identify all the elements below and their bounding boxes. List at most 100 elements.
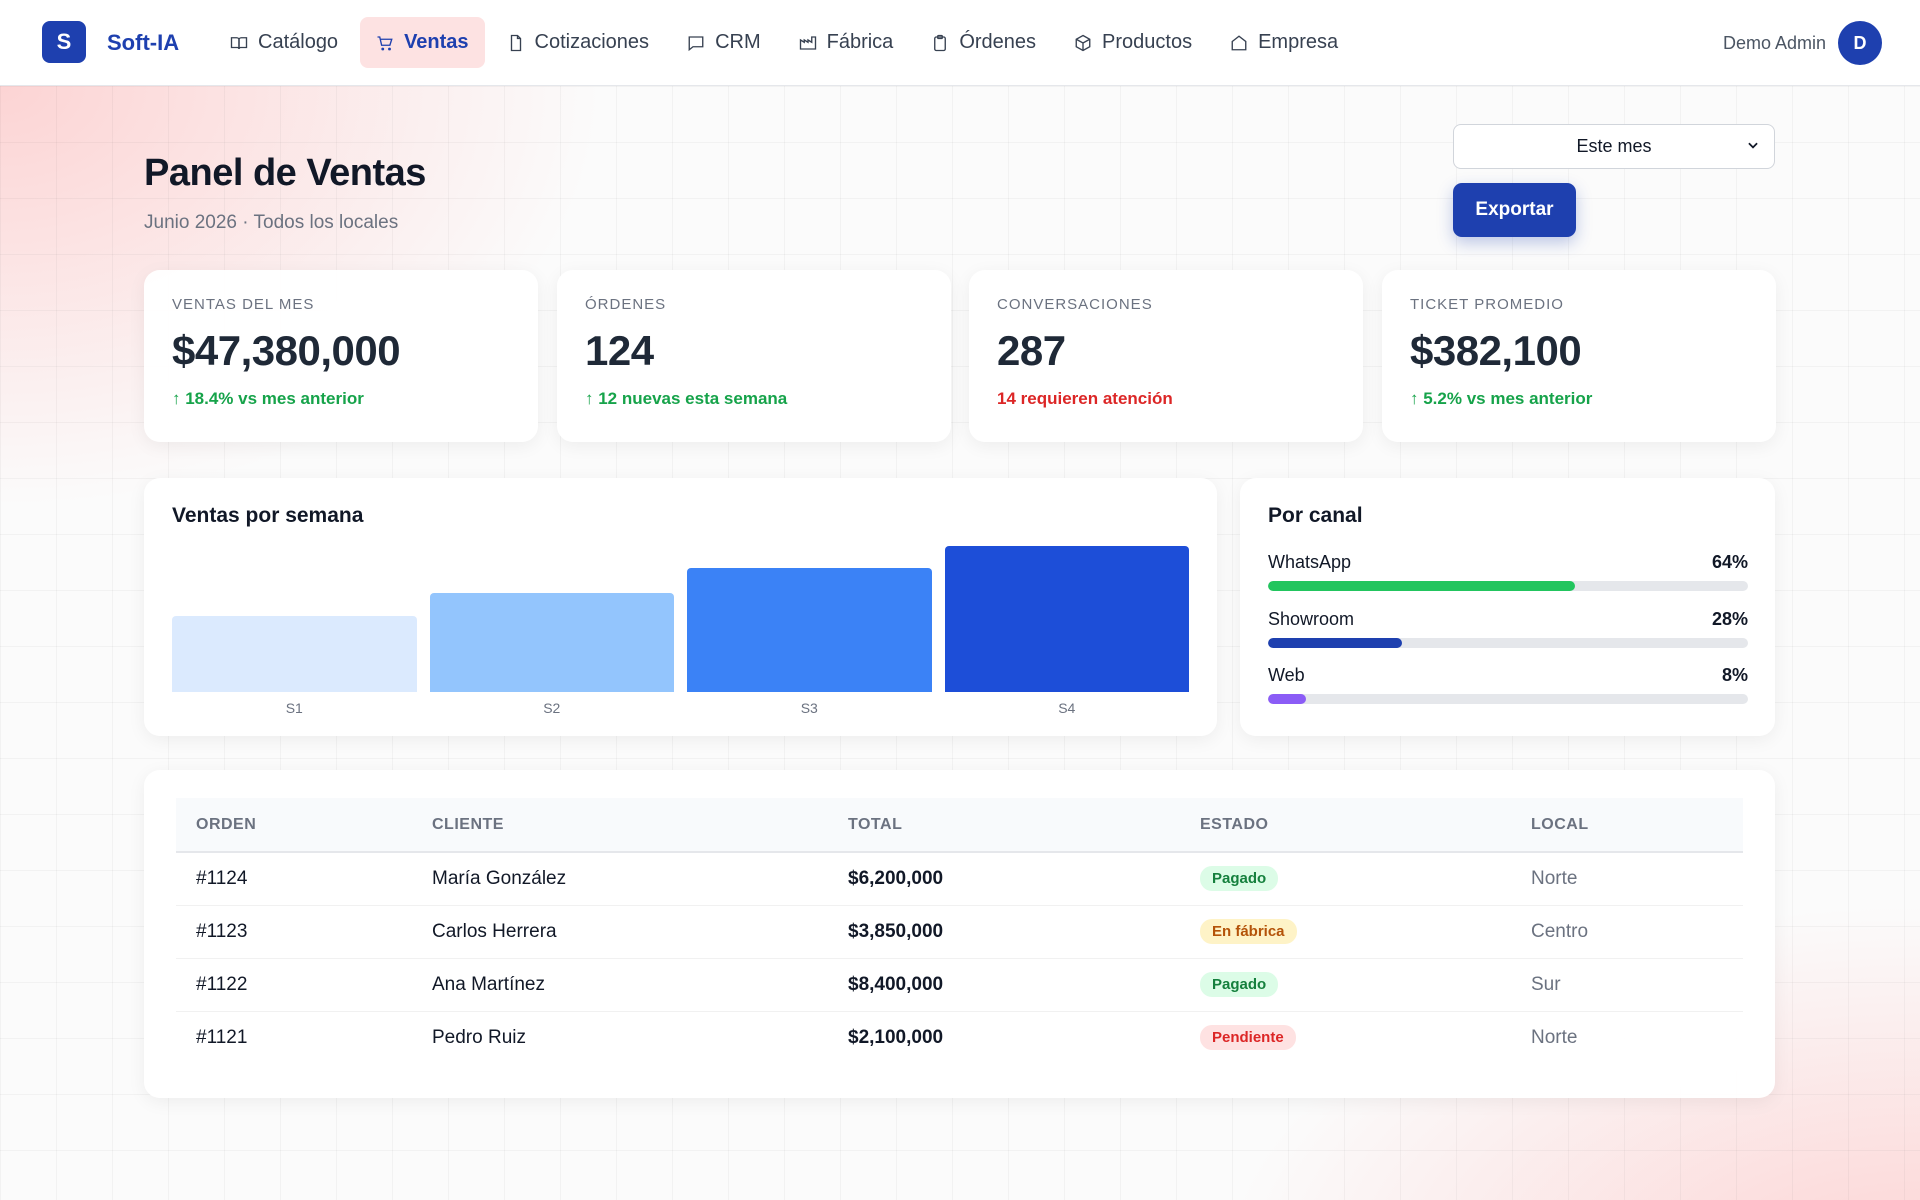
kpi-delta: ↑ 12 nuevas esta semana: [585, 389, 788, 408]
channel-row-whatsapp: WhatsApp 64%: [1268, 552, 1748, 591]
order-client: María González: [412, 852, 828, 906]
order-client: Carlos Herrera: [412, 905, 828, 959]
channel-pct: 8%: [1721, 665, 1748, 685]
brand-name[interactable]: Soft-IA: [107, 30, 180, 55]
column-header-total[interactable]: TOTAL: [828, 798, 1180, 853]
nav-label: Ventas: [404, 31, 469, 53]
channel-pct: 64%: [1711, 552, 1748, 572]
column-header-orden[interactable]: ORDEN: [176, 798, 412, 853]
kpi-value: $382,100: [1410, 327, 1582, 374]
chevron-down-icon: [1748, 142, 1758, 149]
nav-label: Fábrica: [826, 31, 894, 53]
channel-name: WhatsApp: [1268, 552, 1352, 572]
column-header-estado[interactable]: ESTADO: [1180, 798, 1511, 853]
table-row[interactable]: #1124 María González $6,200,000 Pagado N…: [176, 852, 1743, 906]
status-badge: Pagado: [1200, 866, 1279, 892]
channel-fill: [1268, 581, 1576, 591]
chart-tick-label: S2: [543, 700, 561, 716]
status-badge: Pendiente: [1200, 1025, 1296, 1051]
chart-bar-s1[interactable]: [172, 616, 417, 692]
nav-item-crm[interactable]: CRM: [671, 17, 777, 68]
nav-label: CRM: [715, 31, 761, 53]
nav-item-catalogo[interactable]: Catálogo: [214, 17, 354, 68]
channel-card: Por canal WhatsApp 64% Showroom 28% Web …: [1240, 478, 1775, 736]
period-select-value: Este mes: [1576, 136, 1652, 156]
kpi-delta: ↑ 18.4% vs mes anterior: [172, 389, 364, 408]
channel-fill: [1268, 694, 1307, 704]
nav-label: Órdenes: [959, 31, 1037, 53]
weekly-sales-card: Ventas por semana S1 S2 S3 S4: [144, 478, 1217, 736]
order-status-cell: En fábrica: [1180, 905, 1511, 959]
column-header-local[interactable]: LOCAL: [1511, 798, 1743, 853]
channel-row-showroom: Showroom 28%: [1268, 609, 1748, 648]
channel-fill: [1268, 638, 1403, 648]
order-client: Pedro Ruiz: [432, 1026, 526, 1048]
table-row[interactable]: #1121 Pedro Ruiz $2,100,000 Pendiente No…: [176, 1011, 1743, 1064]
weekly-sales-chart: S1 S2 S3 S4: [172, 546, 1189, 728]
export-button[interactable]: Exportar: [1453, 183, 1576, 237]
kpi-label: VENTAS DEL MES: [172, 296, 315, 313]
chart-title: Ventas por semana: [172, 504, 364, 527]
kpi-card-ticket: TICKET PROMEDIO $382,100 ↑ 5.2% vs mes a…: [1382, 270, 1776, 442]
kpi-card-conversaciones: CONVERSACIONES 287 14 requieren atención: [969, 270, 1363, 442]
factory-icon: [799, 34, 817, 52]
order-local: Norte: [1511, 852, 1743, 906]
column-header-cliente[interactable]: CLIENTE: [412, 798, 828, 853]
kpi-label: ÓRDENES: [585, 296, 667, 313]
order-total: $2,100,000: [848, 1026, 944, 1048]
nav-item-ordenes[interactable]: Órdenes: [915, 17, 1052, 68]
document-icon: [507, 34, 525, 52]
avatar[interactable]: D: [1838, 21, 1882, 65]
channel-pct: 28%: [1711, 609, 1748, 629]
page-subtitle: Junio 2026 · Todos los locales: [144, 212, 399, 233]
logo-letter: S: [56, 29, 72, 54]
period-select[interactable]: Este mes: [1453, 124, 1775, 169]
kpi-delta: ↑ 5.2% vs mes anterior: [1410, 389, 1593, 408]
nav-item-productos[interactable]: Productos: [1058, 17, 1208, 68]
chart-bar-s3[interactable]: [687, 567, 932, 692]
orders-table: ORDEN CLIENTE TOTAL ESTADO LOCAL #1124 M…: [176, 798, 1743, 1064]
kpi-label: CONVERSACIONES: [997, 296, 1153, 313]
main-nav: Catálogo Ventas Cotizaciones CRM Fábrica…: [214, 17, 1354, 68]
user-menu[interactable]: Demo Admin D: [1723, 21, 1882, 65]
clipboard-icon: [931, 34, 949, 52]
nav-item-empresa[interactable]: Empresa: [1214, 17, 1354, 68]
channel-row-web: Web 8%: [1268, 665, 1748, 704]
order-client: Ana Martínez: [412, 958, 828, 1012]
kpi-card-ventas: VENTAS DEL MES $47,380,000 ↑ 18.4% vs me…: [144, 270, 538, 442]
order-local: Sur: [1511, 958, 1743, 1012]
nav-item-fabrica[interactable]: Fábrica: [783, 17, 910, 68]
box-icon: [1074, 34, 1092, 52]
status-badge: Pagado: [1200, 972, 1279, 997]
order-total: $6,200,000: [828, 852, 1180, 906]
order-id[interactable]: #1123: [176, 905, 412, 959]
channel-name: Showroom: [1268, 609, 1355, 629]
status-badge: En fábrica: [1200, 919, 1297, 944]
kpi-card-ordenes: ÓRDENES 124 ↑ 12 nuevas esta semana: [557, 270, 951, 442]
chart-bar-s2[interactable]: [429, 592, 674, 692]
table-header-row: ORDEN CLIENTE TOTAL ESTADO LOCAL: [176, 798, 1743, 853]
chart-bar-s4[interactable]: [944, 546, 1189, 692]
order-id[interactable]: #1122: [176, 958, 412, 1012]
table-row[interactable]: #1123 Carlos Herrera $3,850,000 En fábri…: [176, 905, 1743, 959]
user-name: Demo Admin: [1722, 32, 1826, 53]
chart-tick-label: S1: [285, 700, 303, 716]
order-local: Norte: [1531, 1026, 1578, 1048]
app-logo[interactable]: S: [42, 21, 86, 63]
orders-table-card: ORDEN CLIENTE TOTAL ESTADO LOCAL #1124 M…: [144, 770, 1775, 1098]
order-id[interactable]: #1124: [176, 852, 412, 906]
order-status-cell: Pagado: [1180, 958, 1511, 1012]
nav-item-ventas[interactable]: Ventas: [360, 17, 485, 68]
order-id[interactable]: #1121: [196, 1026, 248, 1048]
cart-icon: [376, 34, 394, 52]
nav-item-cotizaciones[interactable]: Cotizaciones: [491, 17, 666, 68]
nav-label: Empresa: [1258, 31, 1339, 53]
chart-tick-label: S3: [800, 700, 818, 716]
chat-icon: [687, 34, 705, 52]
channel-track: [1268, 581, 1748, 591]
channel-track: [1268, 694, 1748, 704]
book-icon: [230, 34, 248, 52]
kpi-value: 287: [997, 327, 1066, 374]
table-row[interactable]: #1122 Ana Martínez $8,400,000 Pagado Sur: [176, 958, 1743, 1012]
order-total: $3,850,000: [828, 905, 1180, 959]
